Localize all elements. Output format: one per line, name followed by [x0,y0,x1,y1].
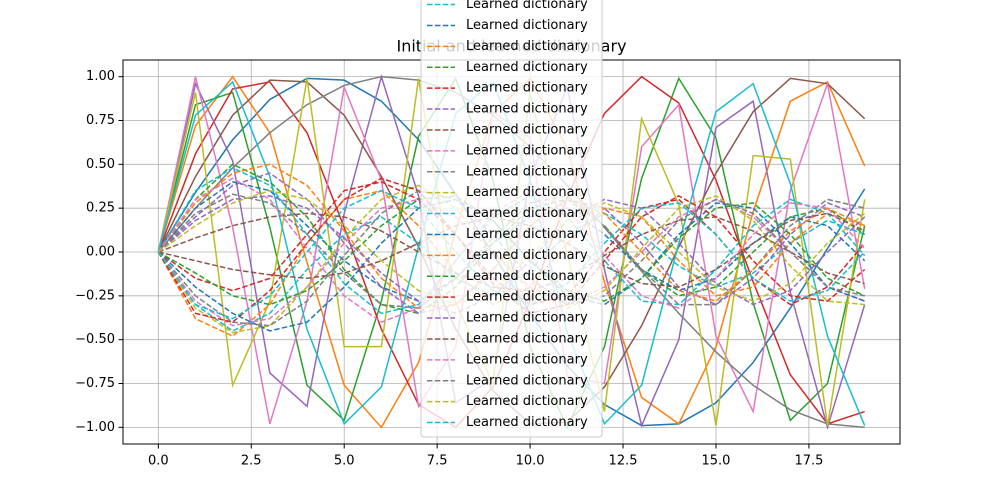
y-tick-label: −1.00 [75,420,115,435]
y-tick-label: 0.75 [86,113,115,128]
series-line [157,195,866,306]
x-tick-label: 17.5 [794,454,823,469]
legend-label: Learned dictionary [466,143,588,158]
legend-label: Learned dictionary [466,248,588,263]
legend-label: Learned dictionary [466,206,588,221]
legend-label: Learned dictionary [466,39,588,54]
x-tick-label: 2.5 [241,454,262,469]
x-tick-label: 5.0 [334,454,355,469]
y-tick-label: −0.25 [75,288,115,303]
x-tick-label: 12.5 [609,454,638,469]
legend-label: Learned dictionary [466,18,588,33]
legend-label: Learned dictionary [466,373,588,388]
legend-label: Learned dictionary [466,60,588,75]
legend-label: Learned dictionary [466,102,588,117]
legend-box [420,0,603,438]
legend-label: Learned dictionary [466,122,588,137]
legend: Learned dictionary Learned dictionary Lear… [420,0,603,438]
legend-label: Learned dictionary [466,394,588,409]
y-tick-label: 0.00 [86,245,115,260]
ticks: 0.0 2.5 5.0 7.5 10.0 12.5 15.0 17.5 −1.00 −0.75 −0… [75,69,823,468]
y-tick-label: 1.00 [86,69,115,84]
series-line [157,198,865,327]
y-tick-label: 0.50 [86,157,115,172]
y-tick-label: −0.50 [75,332,115,347]
legend-label: Learned dictionary [466,81,588,96]
x-tick-label: 15.0 [701,454,730,469]
legend-label: Learned dictionary [466,185,588,200]
x-tick-label: 7.5 [427,454,448,469]
x-tick-label: 10.0 [516,454,545,469]
legend-label: Learned dictionary [466,269,588,284]
legend-label: Learned dictionary [466,311,588,326]
legend-label: Learned dictionary [466,227,588,242]
legend-label: Learned dictionary [466,331,588,346]
y-tick-label: −0.75 [75,376,115,391]
legend-label: Learned dictionary [466,0,588,12]
legend-label: Learned dictionary [466,352,588,367]
legend-label: Learned dictionary [466,290,588,305]
legend-label: Learned dictionary [466,415,588,430]
x-tick-label: 0.0 [148,454,169,469]
legend-label: Learned dictionary [466,164,588,179]
y-tick-label: 0.25 [86,201,115,216]
